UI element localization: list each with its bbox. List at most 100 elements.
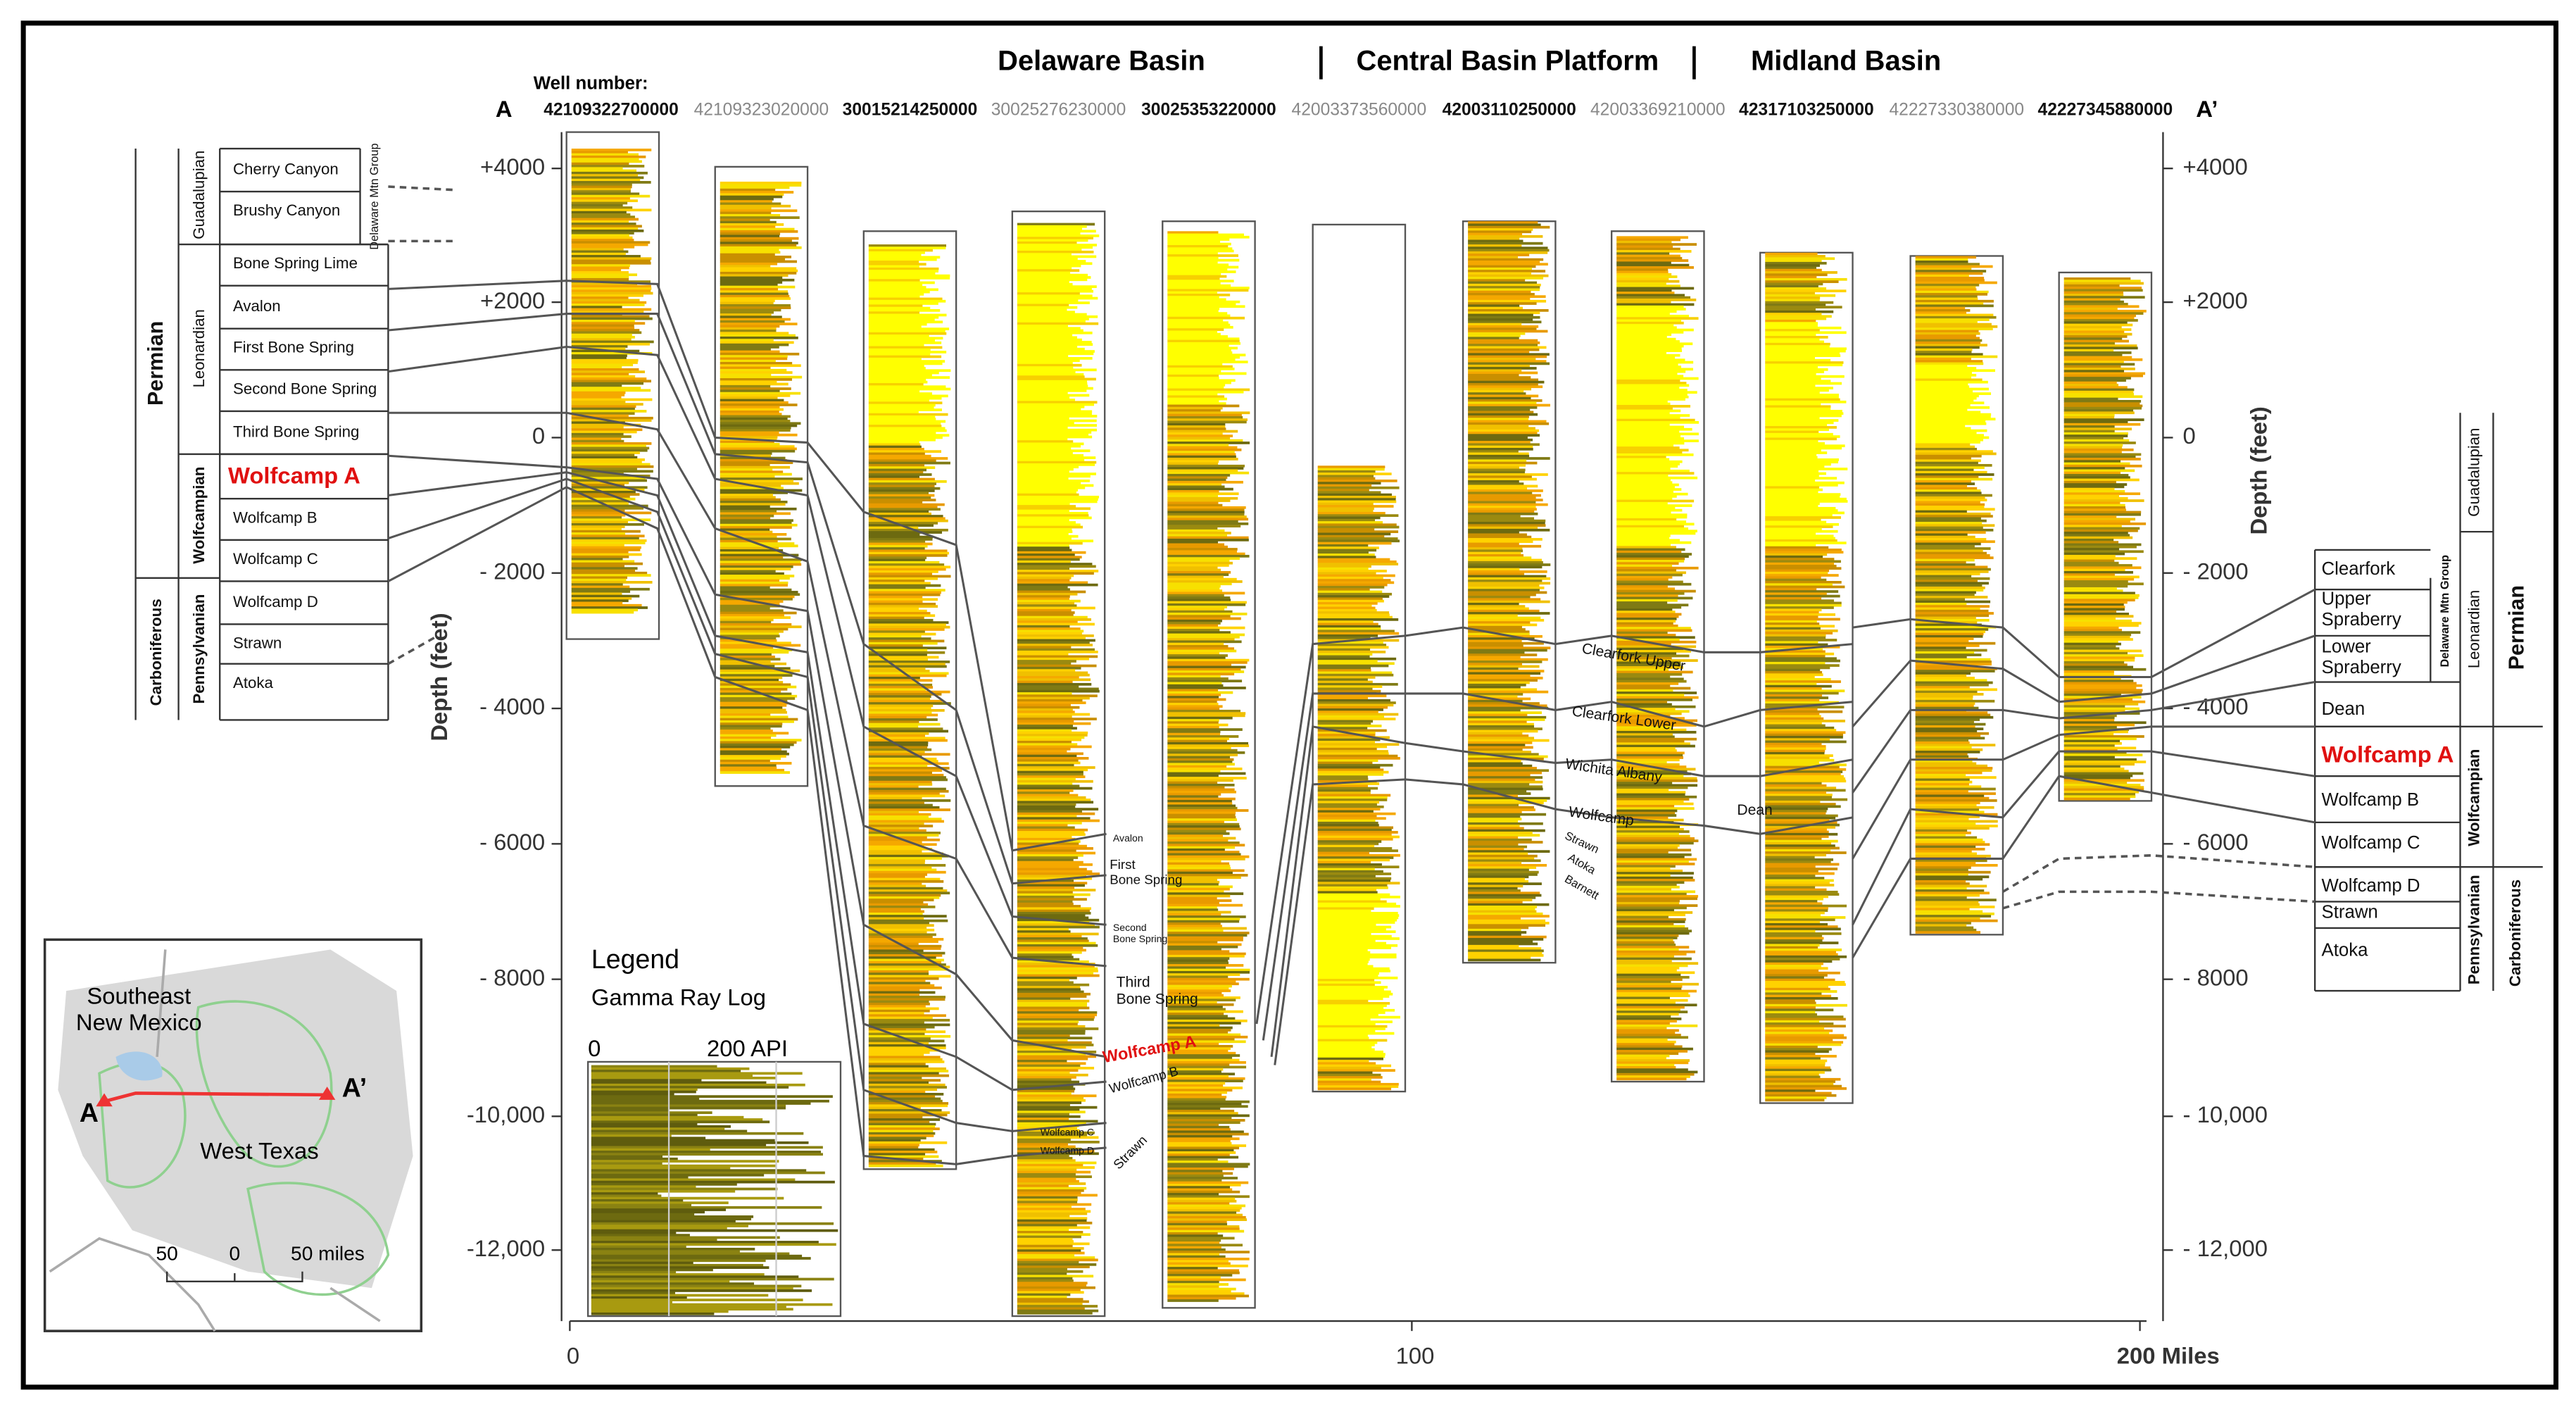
- log-trace: [1765, 794, 1833, 796]
- log-trace: [571, 396, 622, 399]
- log-trace: [1017, 1011, 1098, 1014]
- log-trace: [2063, 496, 2128, 500]
- log-trace: [1317, 581, 1395, 584]
- log-trace: [1167, 1197, 1236, 1201]
- log-trace: [1017, 417, 1069, 420]
- log-trace: [1915, 577, 1990, 580]
- log-trace: [1167, 619, 1222, 622]
- log-trace: [1017, 736, 1085, 739]
- log-trace: [571, 190, 631, 193]
- log-trace: [1167, 1063, 1230, 1067]
- log-trace: [1915, 751, 1980, 753]
- log-trace: [1765, 565, 1837, 568]
- log-trace: [1017, 884, 1085, 887]
- log-trace: [1616, 920, 1685, 923]
- log-trace: [1915, 494, 1992, 497]
- log-trace: [1765, 710, 1843, 713]
- log-trace: [1167, 508, 1245, 512]
- log-trace: [1317, 486, 1400, 489]
- log-trace: [1468, 286, 1540, 289]
- group: Delaware Mtn Group: [2439, 555, 2451, 668]
- log-trace: [720, 267, 797, 270]
- log-trace: [1167, 749, 1238, 752]
- log-trace: [868, 362, 943, 365]
- legend-trace: [591, 1092, 674, 1096]
- log-trace: [1167, 289, 1249, 292]
- log-trace: [1468, 690, 1549, 694]
- log-trace: [1017, 803, 1076, 806]
- log-trace: [868, 389, 920, 393]
- log-trace: [1317, 787, 1378, 790]
- log-trace: [1616, 1056, 1666, 1060]
- log-trace: [571, 227, 639, 230]
- log-trace: [1915, 380, 1988, 384]
- log-trace: [2063, 570, 2133, 574]
- log-trace: [720, 366, 771, 370]
- legend-trace: [591, 1273, 765, 1276]
- log-trace: [1616, 615, 1679, 618]
- log-trace: [1167, 975, 1229, 979]
- log-trace: [720, 213, 781, 217]
- legend-trace: [591, 1144, 767, 1146]
- log-trace: [1017, 530, 1073, 534]
- log-trace: [1017, 886, 1075, 889]
- log-trace: [1765, 558, 1835, 561]
- formation: Lower Spraberry: [2322, 637, 2401, 677]
- log-trace: [1765, 273, 1828, 277]
- log-trace: [720, 330, 777, 332]
- log-trace: [1167, 298, 1226, 301]
- log-trace: [1017, 1244, 1073, 1248]
- log-trace: [720, 191, 794, 194]
- log-trace: [868, 551, 949, 555]
- log-trace: [1017, 1115, 1081, 1118]
- log-trace: [868, 1046, 946, 1050]
- log-trace: [1017, 715, 1072, 718]
- log-trace: [1915, 863, 1998, 867]
- log-trace: [2063, 478, 2140, 482]
- log-trace: [1468, 261, 1540, 263]
- log-trace: [1616, 578, 1669, 582]
- log-trace: [868, 1005, 926, 1008]
- log-trace: [868, 873, 928, 876]
- correlation-line: [1852, 634, 2316, 727]
- log-trace: [1765, 532, 1816, 535]
- log-trace: [1167, 358, 1236, 361]
- log-trace: [1017, 280, 1069, 284]
- log-trace: [1915, 607, 1980, 611]
- log-trace: [1017, 972, 1094, 975]
- log-trace: [1017, 257, 1078, 261]
- log-trace: [1765, 666, 1830, 670]
- log-trace: [571, 331, 642, 334]
- legend-trace: [591, 1294, 769, 1297]
- log-trace: [1765, 659, 1840, 663]
- log-trace: [720, 658, 781, 661]
- log-trace: [1317, 701, 1396, 704]
- log-trace: [571, 461, 642, 464]
- correlation-line: [1852, 681, 2316, 794]
- well-label: Wolfcamp C: [1041, 1126, 1094, 1137]
- log-trace: [1167, 251, 1218, 255]
- log-trace: [1616, 837, 1695, 840]
- log-trace: [1167, 1070, 1221, 1073]
- legend-trace: [591, 1225, 748, 1227]
- formation: Wolfcamp D: [2322, 876, 2420, 896]
- log-trace: [1765, 925, 1838, 928]
- log-trace: [571, 165, 645, 168]
- log-trace: [1317, 630, 1395, 633]
- log-trace: [1167, 242, 1231, 246]
- log-trace: [571, 303, 645, 306]
- log-trace: [1167, 844, 1245, 847]
- log-trace: [1765, 592, 1827, 596]
- log-trace: [1616, 1022, 1670, 1025]
- log-trace: [2063, 464, 2142, 468]
- log-trace: [1468, 769, 1550, 772]
- log-trace: [1765, 886, 1816, 889]
- log-trace: [1017, 1125, 1079, 1127]
- log-trace: [2063, 575, 2140, 579]
- log-trace: [720, 193, 784, 196]
- log-trace: [1317, 606, 1376, 610]
- log-trace: [1915, 353, 1983, 356]
- log-trace: [1915, 780, 1973, 784]
- log-trace: [1468, 230, 1532, 234]
- log-trace: [1017, 1170, 1091, 1174]
